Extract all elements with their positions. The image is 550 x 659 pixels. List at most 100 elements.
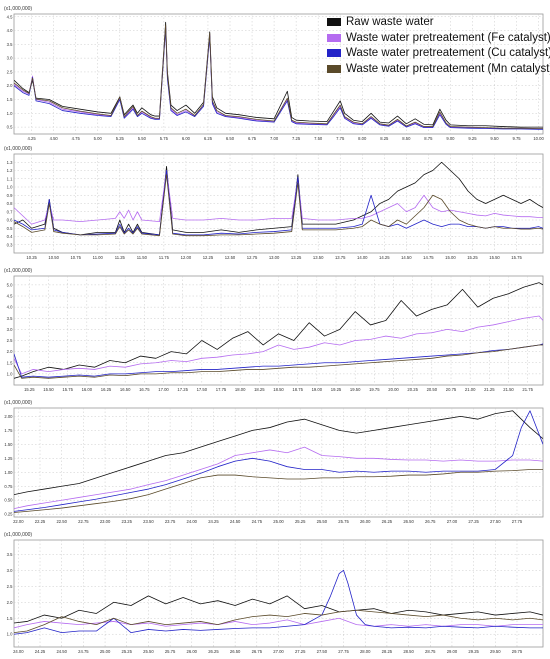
- y-tick-label: 2.5: [7, 584, 13, 589]
- x-tick-label: 25.00: [273, 519, 284, 524]
- x-tick-label: 28.75: [425, 649, 436, 654]
- x-tick-label: 12.25: [203, 255, 214, 260]
- y-tick-label: 0.75: [4, 484, 13, 489]
- y-tick-label: 3.5: [7, 316, 13, 321]
- y-tick-label: 1.5: [7, 616, 13, 621]
- x-tick-label: 27.50: [490, 519, 501, 524]
- x-tick-label: 20.50: [427, 387, 438, 392]
- x-tick-label: 6.25: [204, 136, 213, 141]
- y-tick-label: 0.3: [7, 242, 13, 247]
- y-tick-label: 4.0: [7, 28, 13, 33]
- x-tick-label: 22.25: [35, 519, 46, 524]
- x-tick-label: 6.00: [182, 136, 191, 141]
- x-tick-label: 24.50: [56, 649, 67, 654]
- x-tick-label: 29.25: [468, 649, 479, 654]
- x-tick-label: 12.50: [225, 255, 236, 260]
- y-tick-label: 2.0: [7, 349, 13, 354]
- x-tick-label: 9.25: [468, 136, 477, 141]
- legend-swatch-cu: [327, 49, 341, 57]
- legend-label-mn: Waste water pretreatement (Mn catalyst): [346, 62, 550, 75]
- x-tick-label: 25.25: [121, 649, 132, 654]
- x-tick-label: 28.25: [382, 649, 393, 654]
- legend-swatch-fe: [327, 33, 341, 42]
- x-tick-label: 11.25: [115, 255, 126, 260]
- chart-panel-2: (x1,000,000) 0.3 0.4 0.5 0.6 0.7 0.8 0.9 1.0 1.1 1…: [2, 144, 546, 262]
- x-tick-label: 24.25: [35, 649, 46, 654]
- x-tick-label: 4.50: [50, 136, 59, 141]
- legend-swatch-mn: [327, 64, 341, 73]
- x-tick-label: 25.25: [295, 519, 306, 524]
- x-tick-label: 27.25: [295, 649, 306, 654]
- y-tick-label: 0.5: [7, 226, 13, 231]
- y-tick-label: 1.1: [7, 176, 13, 181]
- chart-panel-1: (x1,000,000) 0.5 1.0 1.5 2.0 2.5 3.0 3.5 4.0 4.5 4…: [2, 4, 546, 143]
- x-tick-label: 14.50: [401, 255, 412, 260]
- x-tick-label: 26.75: [425, 519, 436, 524]
- series-line-fe: [14, 617, 543, 629]
- y-tick-label: 0.9: [7, 193, 13, 198]
- legend-item-fe: Waste water pretreatement (Fe catalyst): [327, 31, 550, 47]
- x-tick-label: 19.75: [369, 387, 380, 392]
- y-tick-label: 2.0: [7, 600, 13, 605]
- chart-svg-4: (x1,000,000) 0.25 0.50 0.75 1.00 1.25 1.50 1.75…: [4, 400, 544, 524]
- series-line-mn: [14, 344, 543, 379]
- series-line-raw: [14, 282, 543, 379]
- y-tick-label: 4.0: [7, 305, 13, 310]
- y-tick-label: 5.0: [7, 282, 13, 287]
- y-tick-label: 1.5: [7, 360, 13, 365]
- series-line-cu: [14, 27, 543, 130]
- legend-label-fe: Waste water pretreatement (Fe catalyst): [346, 31, 550, 44]
- x-tick-label: 15.25: [467, 255, 478, 260]
- y-tick-label: 2.00: [4, 414, 13, 419]
- x-tick-label: 26.50: [230, 649, 241, 654]
- x-tick-label: 23.25: [121, 519, 132, 524]
- x-tick-label: 26.25: [208, 649, 219, 654]
- chart-svg-2: (x1,000,000) 0.3 0.4 0.5 0.6 0.7 0.8 0.9 1.0 1.1 1…: [4, 146, 544, 260]
- x-tick-label: 13.25: [291, 255, 302, 260]
- x-tick-label: 24.75: [78, 649, 89, 654]
- y-tick-label: 1.5: [7, 97, 13, 102]
- x-tick-label: 10.50: [48, 255, 59, 260]
- y-tick-label: 3.0: [7, 568, 13, 573]
- x-tick-label: 25.75: [338, 519, 349, 524]
- series-line-raw: [14, 410, 543, 496]
- x-tick-label: 22.50: [56, 519, 67, 524]
- y-tick-label: 0.50: [4, 498, 13, 503]
- x-tick-label: 23.75: [165, 519, 176, 524]
- legend-item-cu: Waste water pretreatement (Cu catalyst): [327, 46, 550, 62]
- y-tick-label: 3.5: [7, 42, 13, 47]
- x-tick-label: 21.25: [484, 387, 495, 392]
- x-tick-label: 4.25: [28, 136, 37, 141]
- x-tick-label: 18.50: [273, 387, 284, 392]
- x-tick-label: 8.75: [424, 136, 433, 141]
- x-tick-label: 11.75: [159, 255, 170, 260]
- x-tick-label: 5.25: [116, 136, 125, 141]
- plot-area: [13, 153, 544, 254]
- x-tick-label: 20.00: [388, 387, 399, 392]
- x-tick-label: 19.50: [350, 387, 361, 392]
- x-tick-label: 13.00: [269, 255, 280, 260]
- y-tick-label: 0.6: [7, 218, 13, 223]
- y-tick-label: 1.75: [4, 428, 13, 433]
- y-tick-label: 2.0: [7, 83, 13, 88]
- y-tick-label: 1.0: [7, 185, 13, 190]
- chart-panel-3: (x1,000,000) 1.0 1.5 2.0 2.5 3.0 3.5 4.0 4.5 5.0 1…: [2, 266, 546, 394]
- x-tick-label: 13.75: [335, 255, 346, 260]
- chart-legend: Raw waste water Waste water pretreatemen…: [327, 15, 550, 78]
- chart-panel-5: (x1,000,000) 1.0 1.5 2.0 2.5 3.0 3.5 24.00 24.25…: [2, 530, 546, 656]
- y-tick-label: 1.25: [4, 456, 13, 461]
- legend-item-mn: Waste water pretreatement (Mn catalyst): [327, 62, 550, 78]
- x-tick-label: 27.75: [338, 649, 349, 654]
- x-tick-label: 5.50: [138, 136, 147, 141]
- x-tick-label: 16.00: [82, 387, 93, 392]
- x-tick-label: 11.00: [93, 255, 104, 260]
- scale-label: (x1,000,000): [4, 6, 32, 12]
- legend-label-raw: Raw waste water: [346, 16, 434, 28]
- x-tick-label: 18.25: [254, 387, 265, 392]
- x-tick-label: 4.75: [72, 136, 81, 141]
- x-tick-label: 20.25: [407, 387, 418, 392]
- x-tick-label: 17.75: [216, 387, 227, 392]
- x-tick-label: 22.00: [13, 519, 24, 524]
- x-tick-label: 18.75: [292, 387, 303, 392]
